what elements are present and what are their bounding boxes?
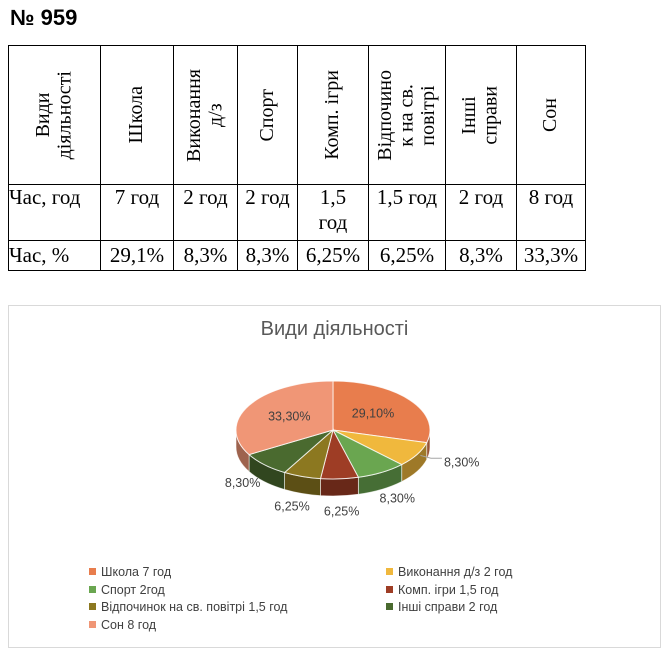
table-col-header-sleep: Сон: [516, 45, 586, 185]
table-col-header-school: Школа: [100, 45, 174, 185]
table-row-hours: Час, год 7 год 2 год 2 год 1,5 год 1,5 г…: [8, 184, 586, 241]
table-cell: 7 год: [100, 184, 174, 241]
legend-marker-icon: [89, 585, 96, 593]
table-cell: 1,5 год: [368, 184, 446, 241]
legend-label: Інші справи 2 год: [398, 600, 498, 614]
table-header-row: Види діяльності Школа Виконання д/з Спор…: [8, 45, 586, 185]
chart-legend: Школа 7 год Виконання д/з 2 год Спорт 2год…: [89, 564, 512, 634]
label-leader-line: [420, 454, 442, 459]
table-cell: 8,3%: [445, 240, 517, 271]
pie-chart-container: Види діяльності 29,10% 8,30% 8,30% 6,25% 6,2…: [8, 305, 661, 648]
legend-marker-icon: [89, 568, 96, 575]
table-cell: 8,3%: [237, 240, 298, 271]
table-cell: 1,5 год: [297, 184, 369, 241]
legend-label: Відпочинок на св. повітрі 1,5 год: [101, 600, 288, 614]
legend-item: Сон 8 год: [89, 617, 386, 635]
chart-title: Види діяльності: [260, 318, 409, 340]
table-col-header-other: Інші справи: [445, 45, 517, 185]
legend-marker-icon: [386, 603, 393, 610]
table-row-percent: Час, % 29,1% 8,3% 8,3% 6,25% 6,25% 8,3% …: [8, 240, 586, 271]
table-cell: 6,25%: [297, 240, 369, 271]
legend-item: Комп. ігри 1,5 год: [386, 582, 512, 600]
legend-marker-icon: [386, 568, 393, 575]
legend-item: Відпочинок на св. повітрі 1,5 год: [89, 599, 386, 617]
legend-label: Спорт 2год: [101, 582, 165, 597]
table-row-label: Час, год: [8, 184, 101, 241]
pie-slice: [332, 380, 431, 444]
pie-data-label: 33,30%: [268, 409, 310, 423]
table-cell: 6,25%: [368, 240, 446, 271]
table-col-header-sport: Спорт: [237, 45, 298, 185]
table-cell: 2 год: [173, 184, 238, 241]
legend-marker-icon: [89, 603, 96, 610]
table-cell: 2 год: [237, 184, 298, 241]
activity-table: Види діяльності Школа Виконання д/з Спор…: [8, 45, 586, 271]
table-col-header-homework: Виконання д/з: [173, 45, 238, 185]
table-col-header-outdoor: Відпочино к на св. повітрі: [368, 45, 446, 185]
legend-label: Сон 8 год: [101, 617, 157, 632]
page-title: № 959: [10, 5, 78, 30]
legend-label: Виконання д/з 2 год: [398, 565, 513, 579]
legend-label: Школа 7 год: [101, 565, 172, 579]
table-cell: 8,3%: [173, 240, 238, 271]
legend-label: Комп. ігри 1,5 год: [398, 582, 499, 597]
legend-item: Виконання д/з 2 год: [386, 564, 512, 582]
corner-header-text: Види діяльності: [31, 70, 76, 160]
pie-data-label: 8,30%: [444, 455, 479, 469]
pie-chart-svg: 29,10% 8,30% 8,30% 6,25% 6,25% 8,30% 33,30%: [225, 380, 479, 518]
pie-data-label: 8,30%: [380, 491, 415, 505]
legend-item: Школа 7 год: [89, 564, 386, 582]
table-row-label: Час, %: [8, 240, 101, 271]
legend-marker-icon: [89, 620, 96, 628]
pie-data-label: 29,10%: [352, 406, 394, 420]
table-col-header-games: Комп. ігри: [297, 45, 369, 185]
legend-item: Спорт 2год: [89, 582, 386, 600]
table-cell: 29,1%: [100, 240, 174, 271]
pie-data-label: 6,25%: [324, 504, 359, 518]
legend-marker-icon: [386, 585, 393, 593]
pie-slice: [235, 380, 334, 456]
pie-data-label: 8,30%: [225, 476, 260, 490]
table-cell: 8 год: [516, 184, 586, 241]
table-corner-header: Види діяльності: [8, 45, 101, 185]
table-cell: 2 год: [445, 184, 517, 241]
legend-item: Інші справи 2 год: [386, 599, 512, 617]
pie-slice-side: [320, 476, 359, 497]
table-cell: 33,3%: [516, 240, 586, 271]
pie-data-label: 6,25%: [274, 499, 309, 513]
